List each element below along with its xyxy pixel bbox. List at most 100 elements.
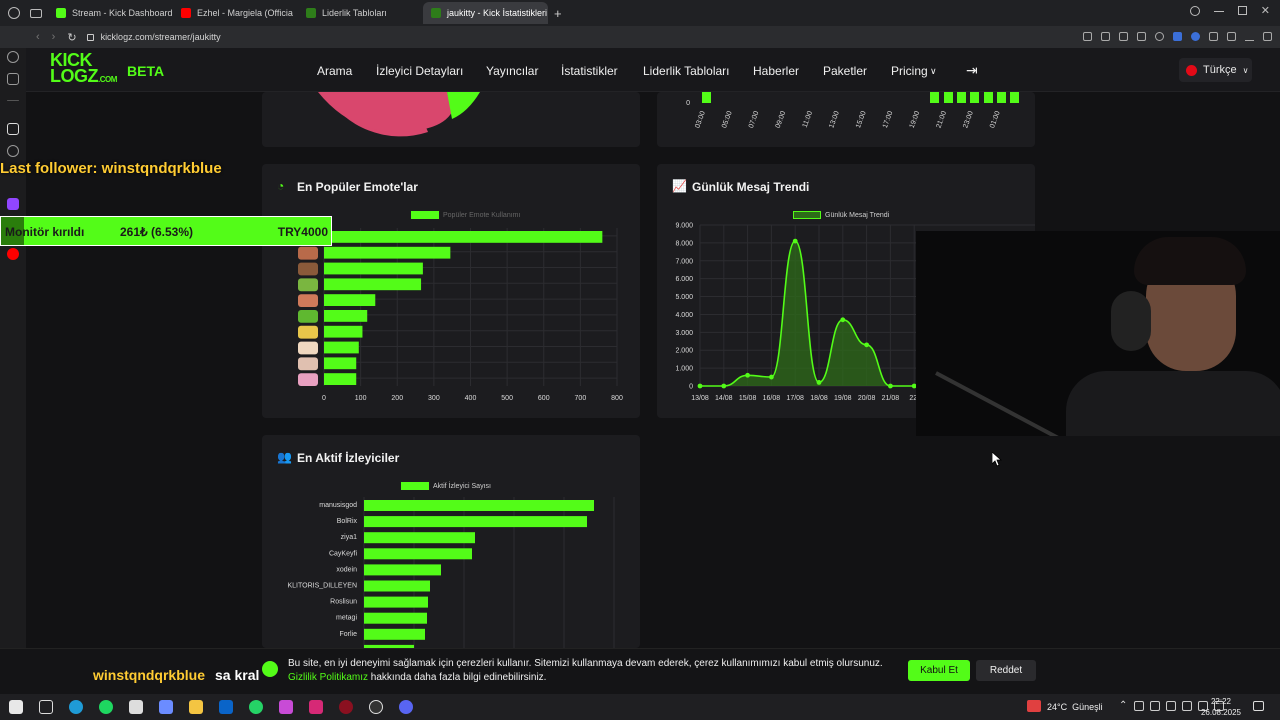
outlook-icon[interactable] — [219, 700, 233, 714]
tray-icon[interactable] — [1182, 701, 1192, 711]
site-navbar: KICK LOGZ.COM BETA Arama İzleyici Detayl… — [26, 48, 1280, 92]
legend-label: Popüler Emote Kullanımı — [443, 211, 521, 219]
x-tick-label: 18/08 — [810, 395, 828, 402]
nav-viewer-details[interactable]: İzleyici Detayları — [376, 64, 464, 78]
menu-icon[interactable] — [1263, 32, 1272, 41]
extensions-area — [1083, 32, 1272, 41]
forward-icon[interactable]: › — [51, 31, 56, 43]
hourly-bar — [930, 92, 939, 103]
nav-leaderboards[interactable]: Liderlik Tabloları — [643, 64, 730, 78]
back-icon[interactable]: ‹ — [36, 31, 40, 43]
tab-leaderboards[interactable]: Liderlik Tabloları — [298, 2, 423, 24]
bar — [364, 628, 425, 640]
windows-start-icon[interactable] — [9, 700, 23, 714]
obs-icon[interactable] — [369, 700, 383, 714]
extension-icon[interactable] — [1209, 32, 1218, 41]
login-icon[interactable]: ⇥ — [966, 62, 978, 78]
file-explorer-icon[interactable] — [189, 700, 203, 714]
tab-youtube-ezhel[interactable]: Ezhel - Margiela (Officia — [173, 2, 298, 24]
extension-icon[interactable] — [1227, 32, 1236, 41]
extension-icon[interactable] — [1083, 32, 1092, 41]
hourly-card-partial: 0 03:00 05:00 07:00 09:00 11:00 13:00 15:00 17:… — [657, 92, 1035, 147]
tray-icon[interactable] — [1134, 701, 1144, 711]
search-tabs-icon[interactable] — [1189, 6, 1200, 16]
tray-icon[interactable] — [1214, 701, 1224, 711]
cookie-icon — [262, 661, 278, 677]
sidebar-app-icon[interactable] — [7, 123, 19, 135]
discord-icon[interactable] — [399, 700, 413, 714]
hourly-bar — [984, 92, 993, 103]
edge-icon[interactable] — [69, 700, 83, 714]
nav-search[interactable]: Arama — [317, 64, 353, 78]
download-icon[interactable] — [1245, 32, 1254, 41]
nav-pricing[interactable]: Pricing — [891, 64, 928, 78]
windows-taskbar: 24°C Güneşli ⌃ 22:22 26.08.2025 — [0, 694, 1280, 720]
x-tick-label: 15/08 — [739, 395, 757, 402]
emote-thumbnail-icon — [298, 294, 318, 307]
trend-legend[interactable]: Günlük Mesaj Trendi — [793, 211, 889, 219]
extension-icon[interactable] — [1191, 32, 1200, 41]
opera-icon[interactable] — [339, 700, 353, 714]
x-tick-label: 22/ — [909, 395, 919, 402]
trend-line — [700, 240, 915, 387]
whatsapp-icon[interactable] — [249, 700, 263, 714]
viewers-legend[interactable]: Aktif İzleyici Sayısı — [401, 482, 491, 490]
reject-cookies-button[interactable]: Reddet — [976, 660, 1036, 681]
twitch-icon[interactable] — [7, 198, 19, 210]
clock[interactable]: 22:22 26.08.2025 — [1196, 696, 1246, 718]
tab-kick-dashboard[interactable]: Stream - Kick Dashboard — [48, 2, 173, 24]
youtube-music-icon[interactable] — [7, 248, 19, 260]
nav-statistics[interactable]: İstatistikler — [561, 64, 618, 78]
spotify-icon[interactable] — [99, 700, 113, 714]
hourly-bar — [944, 92, 953, 103]
bar — [324, 278, 422, 291]
history-icon[interactable] — [7, 51, 19, 63]
task-view-icon[interactable] — [39, 700, 53, 714]
nav-packages[interactable]: Paketler — [823, 64, 868, 78]
clock-time: 22:22 — [1210, 697, 1232, 706]
x-tick-label: 21:00 — [936, 110, 949, 129]
privacy-policy-link[interactable]: Gizlilik Politikamız — [288, 672, 369, 683]
language-selector[interactable]: Türkçe ∨ — [1179, 58, 1252, 82]
workspaces-icon[interactable] — [30, 8, 42, 18]
tab-jaukitty-stats[interactable]: jaukitty - Kick İstatistikleri — [423, 2, 548, 24]
chevron-down-icon[interactable]: ∨ — [930, 66, 937, 76]
bookmark-icon[interactable] — [1155, 32, 1164, 41]
extension-icon[interactable] — [1173, 32, 1182, 41]
goal-label: Monitör kırıldı — [5, 225, 85, 239]
bar — [364, 516, 587, 528]
reload-icon[interactable]: ↻ — [67, 31, 77, 44]
nav-streamers[interactable]: Yayıncılar — [486, 64, 539, 78]
calculator-icon[interactable] — [129, 700, 143, 714]
address-bar: ‹ › ↻ kicklogz.com/streamer/jaukitty — [0, 26, 1280, 48]
kicklogz-logo[interactable]: KICK LOGZ.COM — [50, 51, 117, 88]
minimize-icon[interactable] — [1213, 11, 1224, 12]
office-icon[interactable] — [279, 700, 293, 714]
copilot-icon[interactable] — [159, 700, 173, 714]
notifications-icon[interactable] — [1253, 701, 1264, 711]
pinboard-icon[interactable] — [7, 73, 19, 85]
emotes-legend[interactable]: Popüler Emote Kullanımı — [411, 211, 520, 219]
volume-icon[interactable] — [1150, 701, 1160, 711]
users-icon: 👥 — [277, 450, 292, 464]
extension-icon[interactable] — [1137, 32, 1146, 41]
tray-icon[interactable] — [1198, 701, 1208, 711]
data-point — [840, 317, 846, 323]
close-window-icon[interactable]: ✕ — [1260, 5, 1270, 17]
browser-tab-bar: Stream - Kick Dashboard Ezhel - Margiela… — [0, 0, 1280, 26]
accept-cookies-button[interactable]: Kabul Et — [908, 660, 970, 681]
data-point — [816, 380, 822, 385]
network-icon[interactable] — [1166, 701, 1176, 711]
nav-news[interactable]: Haberler — [753, 64, 800, 78]
weather-text[interactable]: 24°C Güneşli — [1047, 702, 1103, 712]
chatgpt-icon[interactable] — [7, 145, 19, 157]
instagram-icon[interactable] — [309, 700, 323, 714]
extension-icon[interactable] — [1119, 32, 1128, 41]
browser-menu-icon[interactable] — [8, 7, 20, 19]
extension-icon[interactable] — [1101, 32, 1110, 41]
restore-icon[interactable] — [1237, 6, 1247, 15]
new-tab-button[interactable]: + — [554, 5, 562, 21]
x-tick-label: 100 — [355, 395, 367, 402]
url-field[interactable]: kicklogz.com/streamer/jaukitty — [100, 32, 221, 42]
tray-chevron-icon[interactable]: ⌃ — [1119, 700, 1128, 711]
